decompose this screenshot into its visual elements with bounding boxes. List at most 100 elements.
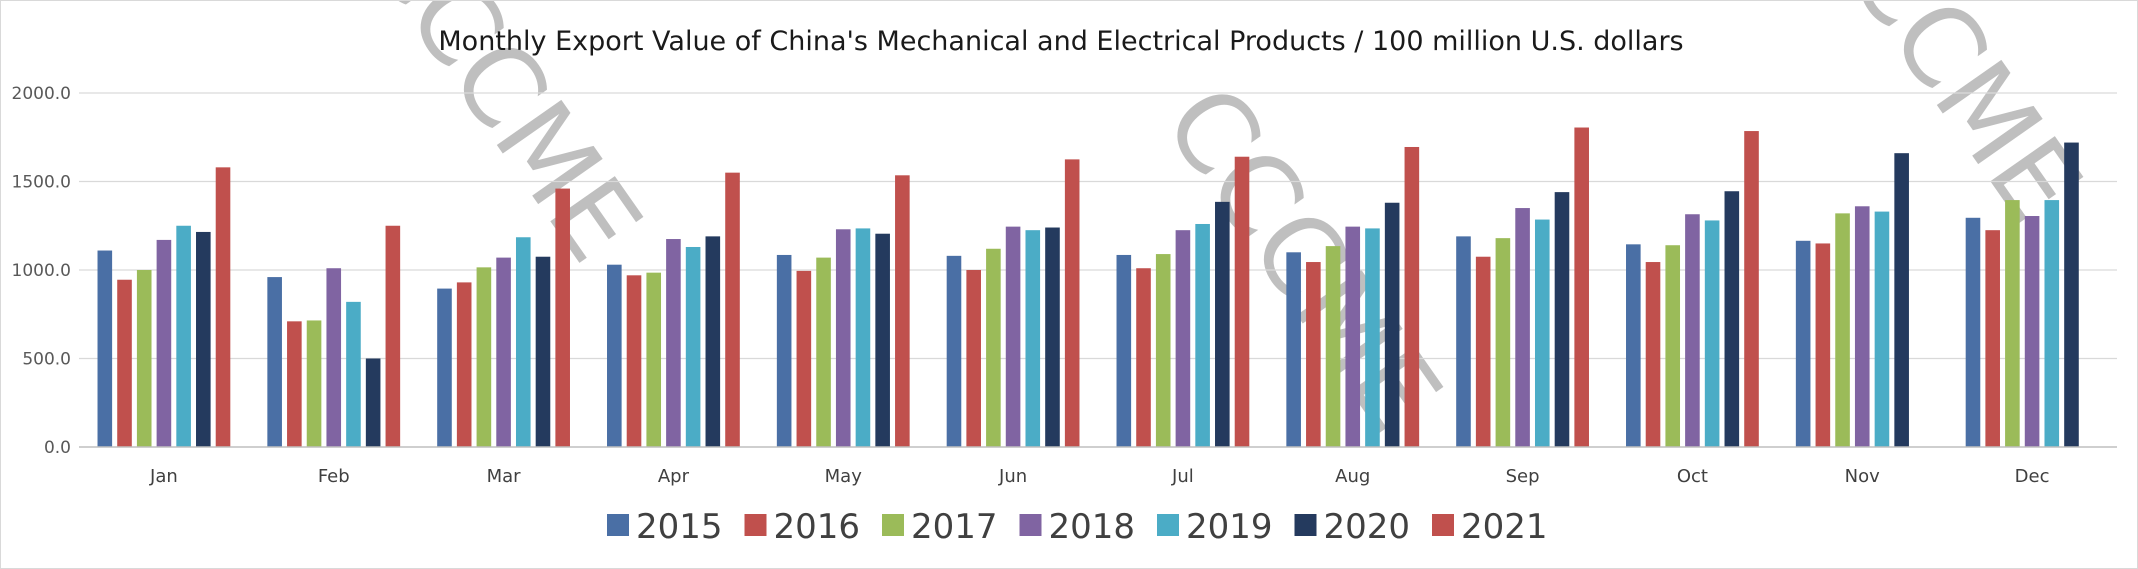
legend-label: 2021 xyxy=(1461,507,1548,547)
bar-2015-jul xyxy=(1116,254,1132,447)
bar-2020-may xyxy=(875,233,890,447)
x-axis-category-labels: Jan Feb Mar Apr May Jun Jul Aug Sep Oct Nov Dec xyxy=(149,466,2049,487)
legend-item-2020: 2020 xyxy=(1294,507,1411,547)
bar-2018-aug xyxy=(1345,226,1361,447)
legend-swatch xyxy=(607,514,629,536)
bar-2021-oct xyxy=(1744,131,1759,447)
bar-2016-apr xyxy=(626,275,642,447)
bar-2021-may xyxy=(895,175,910,447)
bar-2015-jun xyxy=(946,255,962,447)
legend-swatch xyxy=(1294,514,1317,536)
legend-label: 2017 xyxy=(911,507,998,547)
bar-2019-jan xyxy=(176,225,191,447)
bar-2021-jul xyxy=(1234,156,1250,447)
bar-2019-feb xyxy=(346,301,361,447)
x-category-label: Jan xyxy=(149,466,178,487)
bar-2016-dec xyxy=(1985,230,2000,447)
legend-swatch xyxy=(1157,514,1179,536)
bar-2018-feb xyxy=(326,268,342,447)
bar-2017-mar xyxy=(476,267,492,447)
legend-item-2018: 2018 xyxy=(1019,507,1135,547)
x-category-label: May xyxy=(825,466,863,487)
bar-2020-dec xyxy=(2064,142,2079,447)
bar-2020-mar xyxy=(535,256,551,447)
bar-2021-jan xyxy=(215,167,231,447)
bar-2015-feb xyxy=(267,277,282,447)
watermark-text: CCCME xyxy=(1,164,4,553)
bar-2020-oct xyxy=(1724,191,1740,447)
gridlines xyxy=(79,92,2117,360)
x-category-label: Mar xyxy=(487,466,522,487)
legend-label: 2019 xyxy=(1186,507,1273,547)
x-category-label: Sep xyxy=(1506,466,1540,487)
legend-item-2021: 2021 xyxy=(1432,507,1548,547)
bar-2018-sep xyxy=(1515,208,1530,447)
bar-2015-aug xyxy=(1286,252,1301,447)
bar-2019-oct xyxy=(1704,220,1720,447)
bar-2021-apr xyxy=(725,172,740,447)
bar-2016-may xyxy=(796,270,812,447)
bar-2016-sep xyxy=(1475,256,1491,447)
y-tick-label: 500.0 xyxy=(22,350,71,370)
bar-2017-jul xyxy=(1155,254,1171,447)
legend-swatch xyxy=(1019,514,1042,536)
bar-2020-feb xyxy=(365,358,381,447)
x-category-label: Feb xyxy=(318,466,350,487)
bar-2019-aug xyxy=(1365,228,1380,447)
bar-2020-jan xyxy=(196,231,211,447)
bar-2015-dec xyxy=(1965,217,1981,447)
bar-2021-sep xyxy=(1574,127,1589,447)
x-category-label: Jul xyxy=(1171,466,1194,487)
bar-2017-feb xyxy=(306,320,322,447)
bar-2021-jun xyxy=(1064,159,1080,447)
legend-swatch xyxy=(744,514,767,536)
bar-2015-apr xyxy=(607,264,622,447)
bar-2016-jan xyxy=(117,279,132,447)
y-tick-label: 1500.0 xyxy=(12,173,71,193)
x-category-label: Apr xyxy=(658,466,690,487)
bar-2020-aug xyxy=(1384,202,1400,447)
legend-item-2016: 2016 xyxy=(744,507,860,547)
bar-2018-oct xyxy=(1685,214,1700,447)
bar-2017-may xyxy=(816,257,831,447)
bar-2016-jun xyxy=(966,270,981,447)
y-tick-label: 0.0 xyxy=(44,438,71,458)
bar-2018-apr xyxy=(666,239,681,447)
bar-2019-jun xyxy=(1025,230,1041,447)
bar-2016-jul xyxy=(1136,268,1151,447)
bar-2015-mar xyxy=(437,288,452,447)
bar-2019-jul xyxy=(1195,223,1210,447)
bar-2018-jun xyxy=(1005,226,1021,447)
bar-2015-sep xyxy=(1456,236,1471,447)
x-category-label: Aug xyxy=(1335,466,1370,487)
bar-2020-sep xyxy=(1554,192,1570,447)
y-axis-tick-labels: 0.0 500.0 1000.0 1500.0 2000.0 xyxy=(12,84,71,458)
bar-2019-dec xyxy=(2044,200,2060,447)
bar-2017-sep xyxy=(1495,238,1511,447)
x-category-label: Dec xyxy=(2015,466,2050,487)
legend-item-2019: 2019 xyxy=(1157,507,1273,547)
bar-2018-jan xyxy=(156,239,172,447)
bar-2018-jul xyxy=(1175,230,1191,447)
bar-2017-nov xyxy=(1835,213,1850,447)
bar-2015-may xyxy=(776,254,792,447)
bar-2019-sep xyxy=(1534,219,1550,447)
bar-2021-feb xyxy=(385,225,401,447)
bar-2018-nov xyxy=(1854,206,1870,447)
y-tick-label: 2000.0 xyxy=(12,84,71,104)
bar-2020-jun xyxy=(1045,227,1060,447)
legend-label: 2020 xyxy=(1324,507,1411,547)
bar-2016-aug xyxy=(1306,262,1321,447)
bar-2016-mar xyxy=(456,282,472,447)
bar-2015-oct xyxy=(1626,244,1641,447)
bar-2018-may xyxy=(835,229,851,447)
bar-2019-apr xyxy=(685,246,701,447)
legend-label: 2015 xyxy=(636,507,723,547)
bar-2017-aug xyxy=(1325,246,1341,447)
bar-2017-oct xyxy=(1665,245,1681,447)
bar-2016-feb xyxy=(287,321,302,447)
bar-2020-nov xyxy=(1894,153,1909,447)
bar-2016-oct xyxy=(1645,262,1661,447)
legend: 2015 2016 2017 2018 2019 2020 2021 xyxy=(607,507,1548,547)
